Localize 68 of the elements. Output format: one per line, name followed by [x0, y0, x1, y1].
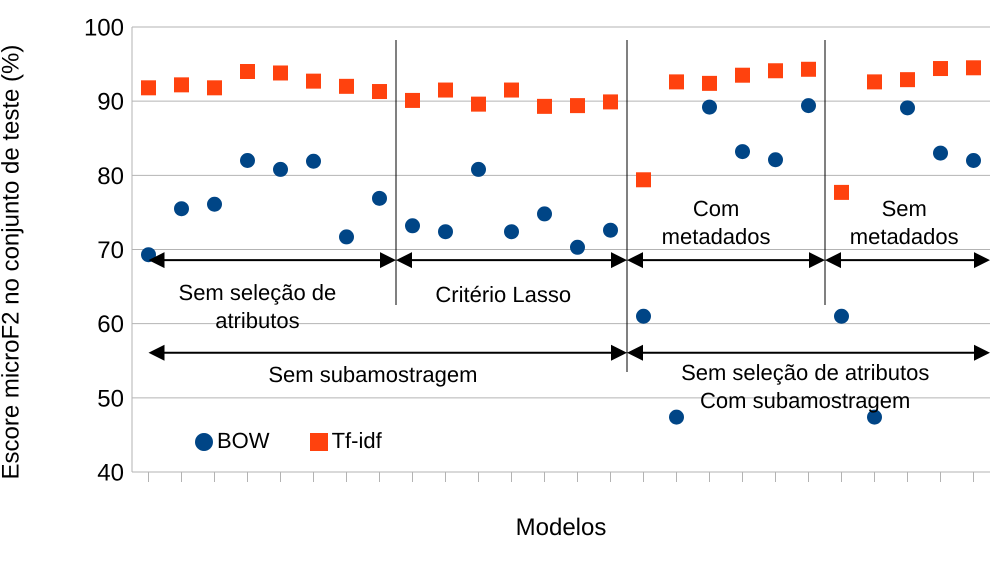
point [933, 146, 948, 161]
point [240, 153, 255, 168]
point [306, 74, 321, 89]
point [636, 308, 651, 324]
point [768, 63, 783, 78]
point [966, 60, 981, 76]
point [570, 240, 585, 255]
point [636, 172, 651, 188]
x-axis-title: Modelos [516, 514, 606, 541]
annotation: Critério Lasso [435, 282, 572, 307]
point [933, 61, 948, 76]
point [405, 218, 420, 234]
point [735, 144, 750, 160]
legend-label: BOW [217, 428, 270, 453]
annotation: Sem seleção de atributos [178, 280, 336, 333]
annotation: Com metadados [662, 196, 771, 249]
point [702, 100, 717, 115]
point [141, 80, 156, 96]
y-tick-label: 100 [84, 14, 124, 42]
point [174, 77, 189, 92]
point [570, 98, 585, 114]
point [966, 153, 981, 168]
point [141, 247, 156, 262]
point [471, 162, 486, 177]
point [537, 206, 552, 222]
point [537, 98, 552, 114]
y-tick-label: 80 [97, 162, 124, 190]
point [735, 68, 750, 83]
point [471, 96, 486, 112]
point [273, 65, 288, 80]
point [438, 82, 453, 98]
y-tick-label: 70 [97, 237, 124, 264]
point [273, 162, 288, 177]
point [339, 78, 354, 94]
point [669, 74, 684, 90]
point [504, 82, 519, 98]
point [603, 222, 618, 238]
point [603, 94, 618, 110]
annotation: Sem seleção de atributos Com subamostragem [681, 360, 930, 413]
point [900, 100, 915, 116]
point [174, 201, 189, 216]
point [306, 154, 321, 169]
point [867, 74, 882, 90]
point [405, 92, 420, 108]
point [372, 190, 387, 206]
point [207, 80, 222, 96]
annotation: Sem subamostragem [268, 362, 478, 387]
y-tick-label: 60 [97, 311, 124, 338]
point [438, 224, 453, 240]
annotation: Sem metadados [850, 196, 959, 249]
y-tick-label: 40 [97, 460, 124, 487]
point [834, 184, 849, 200]
point [801, 98, 816, 114]
point [372, 84, 387, 100]
point [768, 152, 783, 168]
point [240, 64, 255, 79]
point [207, 196, 222, 212]
point [834, 308, 849, 324]
point [702, 76, 717, 91]
point [339, 229, 354, 244]
y-tick-label: 90 [97, 88, 124, 116]
y-axis-title: Escore microF2 no conjunto de teste (%) [0, 44, 25, 480]
point [504, 224, 519, 240]
legend-label: Tf-idf [332, 428, 382, 453]
point [801, 62, 816, 77]
point [669, 410, 684, 425]
y-tick-label: 50 [97, 385, 124, 412]
point [900, 72, 915, 88]
